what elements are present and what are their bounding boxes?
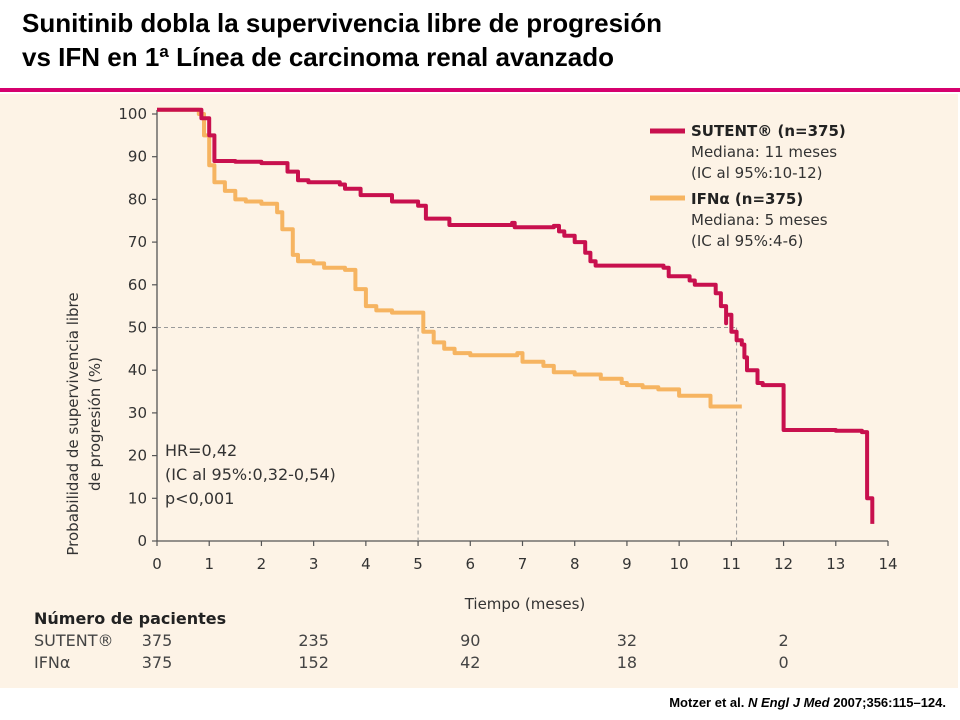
x-tick-label: 5 [413, 555, 423, 573]
y-axis-label-line-2: de progresión (%) [86, 357, 104, 491]
risk-row-label-ifn: IFNα [34, 653, 70, 672]
x-tick-label: 9 [622, 555, 632, 573]
figure-panel: 0 10 20 30 40 50 60 70 80 90 100 0 1 2 3 4 5 6 7 8 9 10 11 12 13… [0, 94, 958, 688]
risk-value: 375 [142, 653, 173, 672]
title-line-1: Sunitinib dobla la supervivencia libre d… [22, 8, 663, 38]
risk-value: 90 [460, 631, 480, 650]
y-tick-label: 30 [128, 404, 147, 422]
series-line-sutent [157, 107, 875, 524]
y-tick-label: 10 [128, 489, 147, 507]
p-value: p<0,001 [165, 489, 234, 508]
risk-table-values: 375 235 90 32 2 375 152 42 18 0 [142, 631, 789, 672]
x-tick-label: 2 [257, 555, 267, 573]
y-tick-label: 100 [118, 105, 147, 123]
x-tick-label: 10 [670, 555, 689, 573]
hr-ci: (IC al 95%:0,32-0,54) [165, 465, 336, 484]
citation: Motzer et al. N Engl J Med 2007;356:115–… [669, 695, 946, 710]
legend-label-ifn: IFNα (n=375) [691, 190, 803, 208]
x-axis-label: Tiempo (meses) [464, 595, 586, 613]
series-line-ifn [157, 107, 742, 409]
x-tick-label: 7 [518, 555, 528, 573]
x-tick-label: 4 [361, 555, 371, 573]
y-tick-label: 80 [128, 190, 147, 208]
legend: SUTENT® (n=375) Mediana: 11 meses (IC al… [650, 122, 846, 250]
y-tick-label: 50 [128, 319, 147, 337]
y-tick-label: 20 [128, 447, 147, 465]
risk-table-header: Número de pacientes [34, 609, 226, 628]
legend-median-sutent: Mediana: 11 meses [691, 143, 837, 161]
legend-ci-ifn: (IC al 95%:4-6) [691, 232, 803, 250]
y-tick-label: 70 [128, 233, 147, 251]
risk-value: 235 [298, 631, 329, 650]
x-tick-label: 6 [466, 555, 476, 573]
risk-value: 2 [778, 631, 788, 650]
x-tick-label: 1 [204, 555, 214, 573]
x-tick-label: 13 [826, 555, 845, 573]
y-tick-label: 40 [128, 361, 147, 379]
median-guides [157, 327, 738, 541]
x-tick-label: 8 [570, 555, 580, 573]
slide-title: Sunitinib dobla la supervivencia libre d… [22, 6, 942, 74]
risk-value: 0 [778, 653, 788, 672]
citation-authors: Motzer et al. [669, 695, 745, 710]
x-tick-label: 3 [309, 555, 319, 573]
risk-table: Número de pacientes SUTENT® IFNα 375 235 9… [34, 609, 789, 672]
y-tick-label: 60 [128, 276, 147, 294]
risk-value: 42 [460, 653, 480, 672]
hr-value: HR=0,42 [165, 441, 237, 460]
title-line-2: vs IFN en 1ª Línea de carcinoma renal av… [22, 42, 614, 72]
y-tick-label: 90 [128, 148, 147, 166]
risk-row-label-sutent: SUTENT® [34, 631, 114, 650]
legend-label-sutent: SUTENT® (n=375) [691, 122, 846, 140]
risk-value: 152 [298, 653, 329, 672]
legend-ci-sutent: (IC al 95%:10-12) [691, 164, 822, 182]
risk-value: 375 [142, 631, 173, 650]
title-accent-rule [0, 88, 960, 92]
x-tick-label: 11 [722, 555, 741, 573]
y-axis-label-line-1: Probabilidad de supervivencia libre [64, 292, 82, 555]
citation-details: 2007;356:115–124. [833, 695, 946, 710]
y-tick-label: 0 [137, 532, 147, 550]
hazard-ratio-annotation: HR=0,42 (IC al 95%:0,32-0,54) p<0,001 [165, 441, 336, 508]
x-tick-label: 0 [152, 555, 162, 573]
risk-value: 18 [617, 653, 637, 672]
x-tick-label: 14 [878, 555, 897, 573]
legend-median-ifn: Mediana: 5 meses [691, 211, 828, 229]
citation-journal: N Engl J Med [747, 695, 830, 710]
series-lines [157, 107, 875, 524]
x-tick-label: 12 [774, 555, 793, 573]
risk-value: 32 [617, 631, 637, 650]
